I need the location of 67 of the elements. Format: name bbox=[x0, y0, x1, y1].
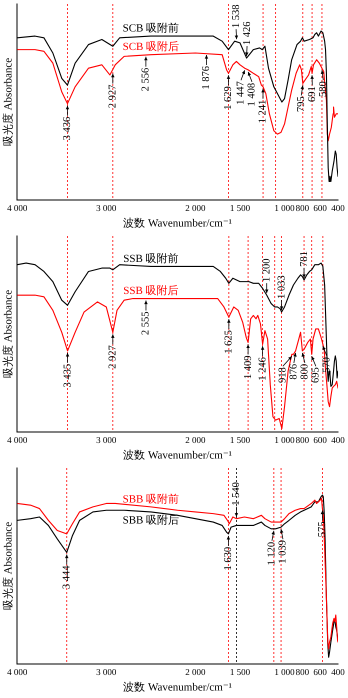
x-tick-label: 2 000 bbox=[185, 202, 206, 213]
series-label: SCB 吸附后 bbox=[122, 40, 180, 54]
annotation: 2 556 bbox=[140, 68, 152, 92]
annotation: 1 625 bbox=[224, 330, 235, 354]
series-label: SBB 吸附后 bbox=[122, 513, 180, 526]
annotation: 800 bbox=[300, 364, 311, 380]
annotation: 2 927 bbox=[108, 84, 119, 108]
annotation: 695 bbox=[310, 367, 322, 384]
x-tick-label: 600 bbox=[313, 434, 328, 445]
annotation: 1 409 bbox=[242, 355, 254, 380]
x-tick-label: 400 bbox=[331, 666, 346, 677]
annotation: 1 408 bbox=[246, 82, 258, 107]
annotation: 1 033 bbox=[276, 275, 288, 300]
series-label: SSB 吸附后 bbox=[123, 284, 179, 297]
x-tick-label: 600 bbox=[313, 202, 328, 213]
annotation: 1 447 bbox=[236, 81, 247, 105]
x-tick-label: 600 bbox=[313, 666, 328, 677]
y-axis-title: 吸光度 Absorbance bbox=[1, 58, 14, 146]
annotation: 876 bbox=[288, 364, 300, 380]
annotation: 1 540 bbox=[231, 482, 242, 506]
annotation: 795 bbox=[296, 96, 308, 112]
x-tick-label: 1 000 bbox=[274, 202, 296, 213]
x-tick-label: 400 bbox=[331, 434, 346, 445]
x-tick-label: 4 000 bbox=[7, 434, 28, 445]
x-axis-title: 波数 Wavenumber/cm⁻¹ bbox=[123, 216, 232, 230]
x-tick-label: 400 bbox=[331, 202, 346, 213]
x-tick-label: 2 000 bbox=[185, 434, 206, 445]
x-tick-label: 2 000 bbox=[185, 666, 206, 677]
x-tick-label: 1 500 bbox=[230, 202, 251, 213]
annotation: 1 876 bbox=[201, 66, 212, 90]
series-label: SBB 吸附前 bbox=[122, 493, 180, 506]
x-tick-label: 800 bbox=[296, 434, 310, 445]
annotation: 1 629 bbox=[223, 86, 234, 110]
annotation: 1 630 bbox=[223, 546, 234, 571]
x-tick-label: 800 bbox=[296, 202, 310, 213]
x-tick-label: 4 000 bbox=[7, 202, 28, 213]
annotation: 1 039 bbox=[278, 540, 289, 564]
series-label: SCB 吸附前 bbox=[122, 22, 180, 34]
annotation: 1 246 bbox=[257, 357, 268, 381]
annotation: 2 927 bbox=[108, 345, 119, 369]
x-tick-label: 800 bbox=[296, 666, 310, 677]
annotation: 1 200 bbox=[261, 258, 272, 282]
annotation: 1 538 bbox=[230, 4, 242, 28]
x-tick-label: 3 000 bbox=[96, 666, 117, 677]
x-axis-title: 波数 Wavenumber/cm⁻¹ bbox=[123, 680, 232, 694]
annotation: 3 444 bbox=[61, 564, 72, 590]
annotation: 1 120 bbox=[266, 542, 278, 566]
y-axis-title: 吸光度 Absorbance bbox=[1, 522, 14, 610]
x-tick-label: 1 500 bbox=[230, 666, 251, 677]
x-tick-label: 1 000 bbox=[274, 434, 296, 445]
annotation: 918 bbox=[278, 367, 289, 384]
annotation: 1 241 bbox=[258, 100, 269, 124]
annotation: 580 bbox=[318, 81, 330, 97]
x-tick-label: 3 000 bbox=[96, 202, 117, 213]
annotation: 781 bbox=[298, 251, 310, 267]
x-tick-label: 1 500 bbox=[230, 434, 251, 445]
annotation: 691 bbox=[307, 86, 318, 102]
series-label: SSB 吸附前 bbox=[123, 252, 179, 265]
y-axis-title: 吸光度 Absorbance bbox=[1, 290, 14, 378]
x-tick-label: 4 000 bbox=[7, 666, 28, 677]
annotation: 3 436 bbox=[62, 116, 74, 140]
annotation: 3 435 bbox=[62, 364, 74, 388]
annotation: 1 426 bbox=[242, 21, 253, 46]
x-tick-label: 1 000 bbox=[274, 666, 296, 677]
annotation: 2 555 bbox=[140, 312, 152, 336]
x-axis-title: 波数 Wavenumber/cm⁻¹ bbox=[123, 448, 232, 462]
x-tick-label: 3 000 bbox=[96, 434, 117, 445]
